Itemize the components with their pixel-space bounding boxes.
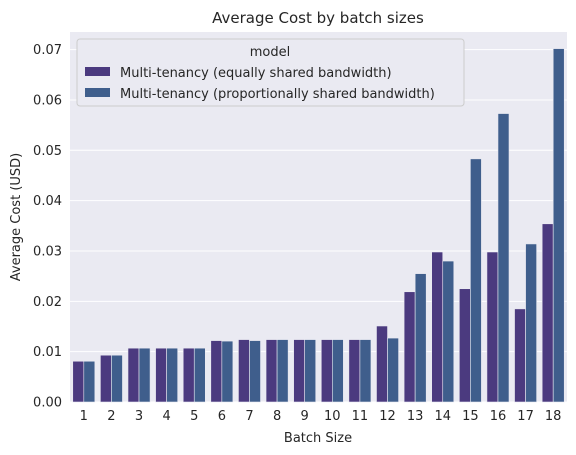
bar-series1-cat17	[525, 243, 537, 403]
y-tick-label: 0.07	[33, 43, 62, 58]
x-tick-label: 6	[218, 409, 226, 424]
legend: model Multi-tenancy (equally shared band…	[76, 38, 465, 107]
bar-series0-cat8	[265, 339, 278, 403]
bar-series1-cat11	[359, 339, 372, 403]
bar-series0-cat15	[459, 288, 471, 403]
bar-series0-cat14	[431, 251, 444, 403]
bar-series0-cat5	[182, 347, 195, 403]
x-tick-label: 3	[135, 409, 143, 424]
x-tick-label: 18	[545, 409, 562, 424]
bar-series1-cat18	[552, 48, 565, 403]
bar-series0-cat9	[293, 339, 305, 403]
x-tick-label: 17	[517, 409, 534, 424]
bar-series1-cat7	[249, 340, 261, 403]
bar-series0-cat7	[238, 339, 250, 403]
bar-series1-cat4	[166, 347, 178, 403]
bar-series0-cat4	[155, 347, 167, 403]
bar-series1-cat3	[138, 347, 151, 403]
x-tick-label: 5	[190, 409, 198, 424]
x-tick-label: 2	[107, 409, 115, 424]
x-tick-label: 10	[324, 409, 341, 424]
bar-series1-cat2	[111, 354, 123, 403]
legend-box	[76, 38, 465, 107]
bar-series0-cat12	[376, 325, 388, 403]
bar-series1-cat10	[332, 339, 344, 403]
y-tick-label: 0.01	[33, 345, 62, 360]
y-tick-label: 0.03	[33, 244, 62, 259]
bar-series1-cat15	[470, 158, 482, 403]
bar-series1-cat8	[276, 339, 289, 403]
bar-series1-cat14	[442, 260, 455, 403]
bar-series0-cat11	[348, 339, 361, 403]
bars	[72, 48, 565, 403]
x-tick-label: 7	[245, 409, 253, 424]
x-tick-label: 16	[490, 409, 507, 424]
bar-series0-cat2	[100, 354, 112, 403]
bar-series1-cat13	[414, 273, 427, 403]
x-tick-label: 9	[301, 409, 309, 424]
y-tick-label: 0.00	[33, 396, 62, 411]
x-tick-label: 13	[407, 409, 424, 424]
legend-label-equal: Multi-tenancy (equally shared bandwidth)	[120, 66, 392, 81]
x-tick-labels: 1 2 3 4 5 6 7 8 9 10 11 12 13 14 15 16 17 18	[80, 409, 562, 424]
bar-series0-cat18	[541, 223, 554, 403]
bar-series1-cat12	[387, 337, 399, 403]
bar-series1-cat5	[193, 347, 206, 403]
y-tick-label: 0.05	[33, 144, 62, 159]
bar-series0-cat3	[127, 347, 140, 403]
legend-swatch-equal	[85, 67, 110, 76]
y-tick-label: 0.02	[33, 295, 62, 310]
bar-series0-cat16	[486, 251, 499, 403]
legend-swatch-proportional	[85, 88, 110, 97]
bar-series0-cat1	[72, 360, 85, 403]
x-tick-label: 11	[352, 409, 369, 424]
legend-label-proportional: Multi-tenancy (proportionally shared ban…	[120, 87, 435, 102]
bar-series1-cat1	[83, 360, 96, 403]
y-axis-label: Average Cost (USD)	[9, 153, 24, 281]
bar-series0-cat6	[210, 340, 223, 403]
chart-title: Average Cost by batch sizes	[212, 9, 424, 27]
bar-series1-cat16	[497, 113, 510, 403]
x-axis-label: Batch Size	[284, 431, 352, 446]
bar-series1-cat9	[304, 339, 317, 403]
bar-series0-cat17	[514, 308, 526, 403]
y-tick-label: 0.06	[33, 93, 62, 108]
bar-series0-cat10	[320, 339, 333, 403]
y-tick-labels: 0.00 0.01 0.02 0.03 0.04 0.05 0.06 0.07	[33, 43, 62, 410]
x-tick-label: 12	[379, 409, 396, 424]
x-tick-label: 4	[162, 409, 170, 424]
x-tick-label: 15	[462, 409, 479, 424]
y-tick-label: 0.04	[33, 194, 62, 209]
x-tick-label: 1	[80, 409, 88, 424]
x-tick-label: 8	[273, 409, 281, 424]
x-tick-label: 14	[434, 409, 451, 424]
bar-series1-cat6	[221, 340, 234, 403]
legend-title: model	[250, 45, 290, 60]
bar-series0-cat13	[403, 291, 416, 403]
